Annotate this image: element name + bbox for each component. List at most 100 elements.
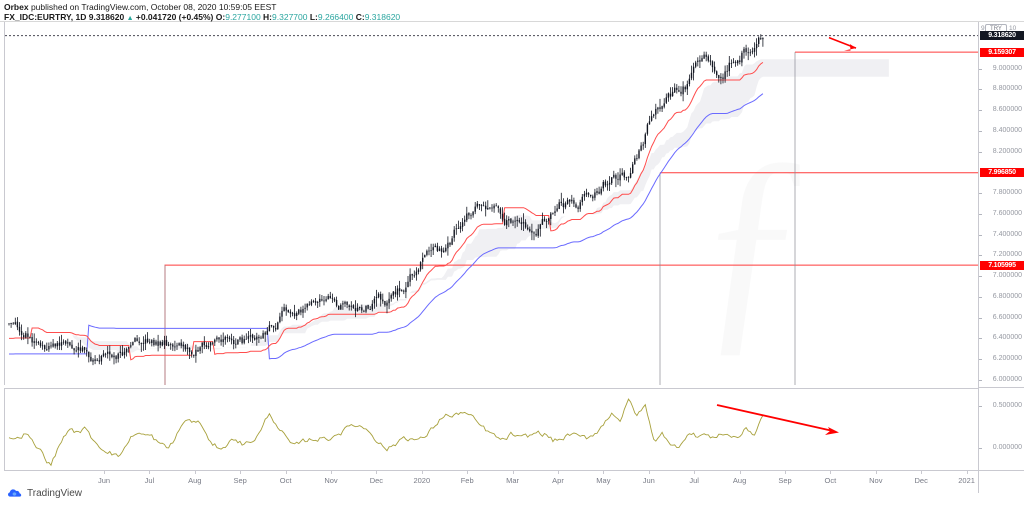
price-pane[interactable]: ƒ [4, 22, 978, 385]
close-value: 9.318620 [364, 12, 401, 22]
interval-label[interactable]: 1D [75, 12, 87, 22]
oscillator-canvas[interactable] [5, 389, 978, 470]
oscillator-line [8, 398, 764, 467]
price-axis-label: 7.400000 [992, 230, 1022, 238]
price-axis-tick [979, 296, 982, 298]
time-axis-label: Jun [97, 476, 111, 485]
price-axis-tick [979, 338, 982, 340]
price-axis-tick [979, 193, 982, 195]
price-axis-tick [979, 89, 982, 91]
time-axis-tick [512, 471, 514, 474]
down-arrow-price-annotation [828, 36, 857, 51]
price-axis-tick [979, 359, 982, 361]
time-axis-tick [331, 471, 332, 474]
time-axis-tick [921, 471, 923, 474]
price-axis-label: 6.000000 [992, 375, 1022, 383]
price-axis-label: 7.600000 [992, 209, 1022, 217]
time-axis-tick [285, 471, 287, 474]
time-axis-tick [240, 471, 242, 474]
time-axis-tick [739, 471, 741, 474]
time-axis-label: Aug [732, 476, 747, 485]
time-axis-tick [194, 471, 196, 474]
chart-header: Orbex published on TradingView.com, Octo… [0, 0, 1024, 22]
price-axis-label: 6.200000 [992, 355, 1022, 363]
time-axis-tick [558, 471, 559, 474]
last-price: 9.318620 [88, 12, 125, 22]
price-chart-canvas[interactable]: ƒ [5, 22, 978, 385]
currency-scale-right: 10 [1009, 25, 1017, 32]
oscillator-pane[interactable] [4, 388, 978, 470]
time-axis-tick [467, 471, 469, 474]
price-badge-9.159307[interactable]: 9.159307 [980, 47, 1024, 57]
open-key: O: [215, 12, 226, 22]
price-axis-tick [979, 317, 982, 319]
time-axis-tick [648, 471, 650, 474]
time-axis-tick [785, 471, 786, 474]
oscillator-axis-label: 0.000000 [992, 444, 1022, 452]
price-axis[interactable]: 9 TRY 10 9.000000 8.800000 8.600000 8.40000… [978, 22, 1024, 470]
price-axis-label: 7.200000 [992, 251, 1022, 259]
time-axis-label: 2021 [958, 476, 975, 485]
quote-line: FX_IDC:EURTRY, 1D 9.318620 ▲ +0.041720 (… [4, 12, 1024, 24]
price-axis-tick [979, 130, 982, 132]
oscillator-axis-label: 0.500000 [992, 402, 1022, 410]
chart-area[interactable]: ƒ 9 TRY 10 9.000000 8.800000 8.600000 8.400… [0, 22, 1024, 510]
price-axis-label: 8.200000 [992, 147, 1022, 155]
time-axis-label: Nov [869, 476, 883, 485]
open-value: 9.277100 [225, 12, 261, 22]
price-axis-tick [979, 151, 982, 153]
price-badge-7.105995[interactable]: 7.105995 [980, 260, 1024, 270]
close-key: C: [355, 12, 365, 22]
symbol-label[interactable]: FX_IDC:EURTRY, [4, 12, 74, 22]
svg-text:ƒ: ƒ [695, 108, 815, 374]
supertrend-fast-line [9, 61, 764, 361]
oscillator-axis-tick [979, 448, 982, 450]
time-axis-right-divider [978, 471, 979, 493]
time-axis[interactable]: Jun Jul Aug Sep Oct Nov Dec 2020 Feb Mar Apr May Jun… [4, 470, 1024, 493]
high-key: H: [263, 12, 273, 22]
time-axis-tick [694, 471, 696, 474]
price-axis-tick [979, 276, 982, 278]
price-axis-label: 7.000000 [992, 272, 1022, 280]
time-axis-tick [421, 471, 423, 474]
price-badge-9.318620[interactable]: 9.318620 [980, 31, 1024, 41]
time-axis-label: Oct [824, 476, 837, 485]
price-axis-label: 7.800000 [992, 189, 1022, 197]
attribution-line: Orbex published on TradingView.com, Octo… [4, 2, 1024, 12]
up-triangle-icon: ▲ [126, 15, 134, 22]
time-axis-label: Sep [233, 476, 247, 485]
time-axis-label: Apr [552, 476, 564, 485]
price-axis-label: 8.800000 [992, 85, 1022, 93]
time-axis-label: May [596, 476, 611, 485]
time-axis-label: Sep [778, 476, 792, 485]
price-axis-label: 8.400000 [992, 126, 1022, 134]
price-axis-label: 9.000000 [992, 64, 1022, 72]
low-value: 9.266400 [317, 12, 354, 22]
low-key: L: [309, 12, 318, 22]
time-axis-tick [875, 471, 877, 474]
attribution-text: published on TradingView.com, October 08… [28, 2, 277, 12]
price-axis-tick [979, 234, 982, 236]
price-axis-tick [979, 255, 982, 257]
currency-scale-left: 9 [981, 25, 985, 32]
price-badge-7.996850[interactable]: 7.996850 [980, 168, 1024, 178]
price-axis-tick [979, 213, 982, 215]
time-axis-label: Oct [279, 476, 292, 485]
time-axis-label: Dec [914, 476, 928, 485]
time-axis-label: Feb [460, 476, 474, 485]
time-axis-label: 2020 [413, 476, 431, 485]
axis-pane-separator [979, 387, 1024, 388]
publisher-name: Orbex [4, 2, 29, 12]
price-axis-tick [979, 379, 982, 381]
tradingview-cloud-icon [8, 489, 22, 497]
time-axis-label: Nov [324, 476, 338, 485]
time-axis-label: Jul [689, 476, 699, 485]
high-value: 9.327700 [272, 12, 308, 22]
price-axis-label: 6.800000 [992, 292, 1022, 300]
time-axis-label: Mar [506, 476, 520, 485]
price-axis-label: 8.600000 [992, 106, 1022, 114]
price-change: +0.041720 (+0.45%) [135, 12, 214, 22]
supertrend-slow-line [9, 93, 764, 360]
price-axis-label: 6.400000 [992, 334, 1022, 342]
tradingview-logo[interactable]: TradingView [8, 488, 82, 500]
